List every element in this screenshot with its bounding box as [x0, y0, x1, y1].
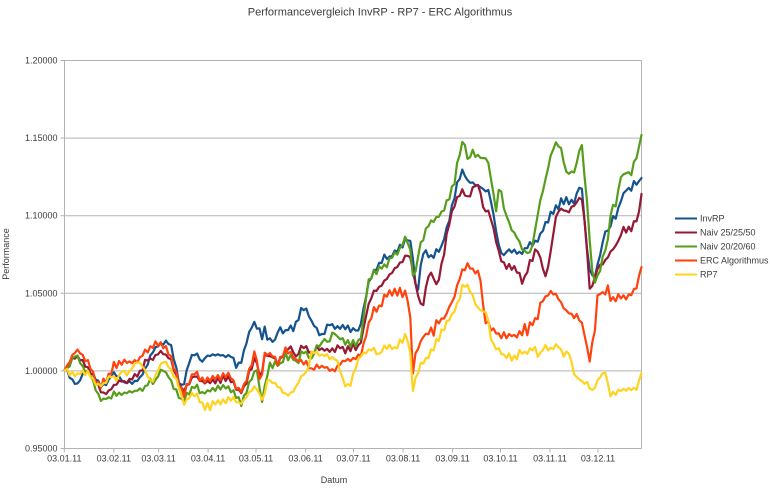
- svg-text:03.05.11: 03.05.11: [239, 454, 273, 464]
- svg-text:03.08.11: 03.08.11: [386, 454, 420, 464]
- svg-text:03.10.11: 03.10.11: [483, 454, 517, 464]
- svg-text:0.95000: 0.95000: [25, 444, 58, 454]
- svg-text:Performance: Performance: [1, 228, 11, 280]
- svg-text:InvRP: InvRP: [700, 214, 725, 224]
- svg-text:ERC Algorithmus: ERC Algorithmus: [700, 256, 769, 266]
- svg-text:03.03.11: 03.03.11: [141, 454, 175, 464]
- svg-text:1.15000: 1.15000: [25, 133, 58, 143]
- svg-text:03.01.11: 03.01.11: [47, 454, 81, 464]
- svg-text:1.10000: 1.10000: [25, 211, 58, 221]
- svg-text:03.09.11: 03.09.11: [435, 454, 469, 464]
- svg-text:03.11.11: 03.11.11: [533, 454, 567, 464]
- svg-text:Datum: Datum: [321, 475, 348, 485]
- svg-text:03.12.11: 03.12.11: [581, 454, 615, 464]
- svg-text:Naiv 20/20/60: Naiv 20/20/60: [700, 242, 756, 252]
- svg-text:03.06.11: 03.06.11: [288, 454, 322, 464]
- svg-text:03.04.11: 03.04.11: [191, 454, 225, 464]
- svg-text:1.20000: 1.20000: [25, 56, 58, 66]
- svg-text:1.05000: 1.05000: [25, 288, 58, 298]
- svg-text:Performancevergleich InvRP - R: Performancevergleich InvRP - RP7 - ERC A…: [248, 7, 513, 19]
- svg-text:Naiv 25/25/50: Naiv 25/25/50: [700, 228, 756, 238]
- svg-text:RP7: RP7: [700, 270, 718, 280]
- svg-text:1.00000: 1.00000: [25, 366, 58, 376]
- svg-text:03.07.11: 03.07.11: [336, 454, 370, 464]
- svg-text:03.02.11: 03.02.11: [97, 454, 131, 464]
